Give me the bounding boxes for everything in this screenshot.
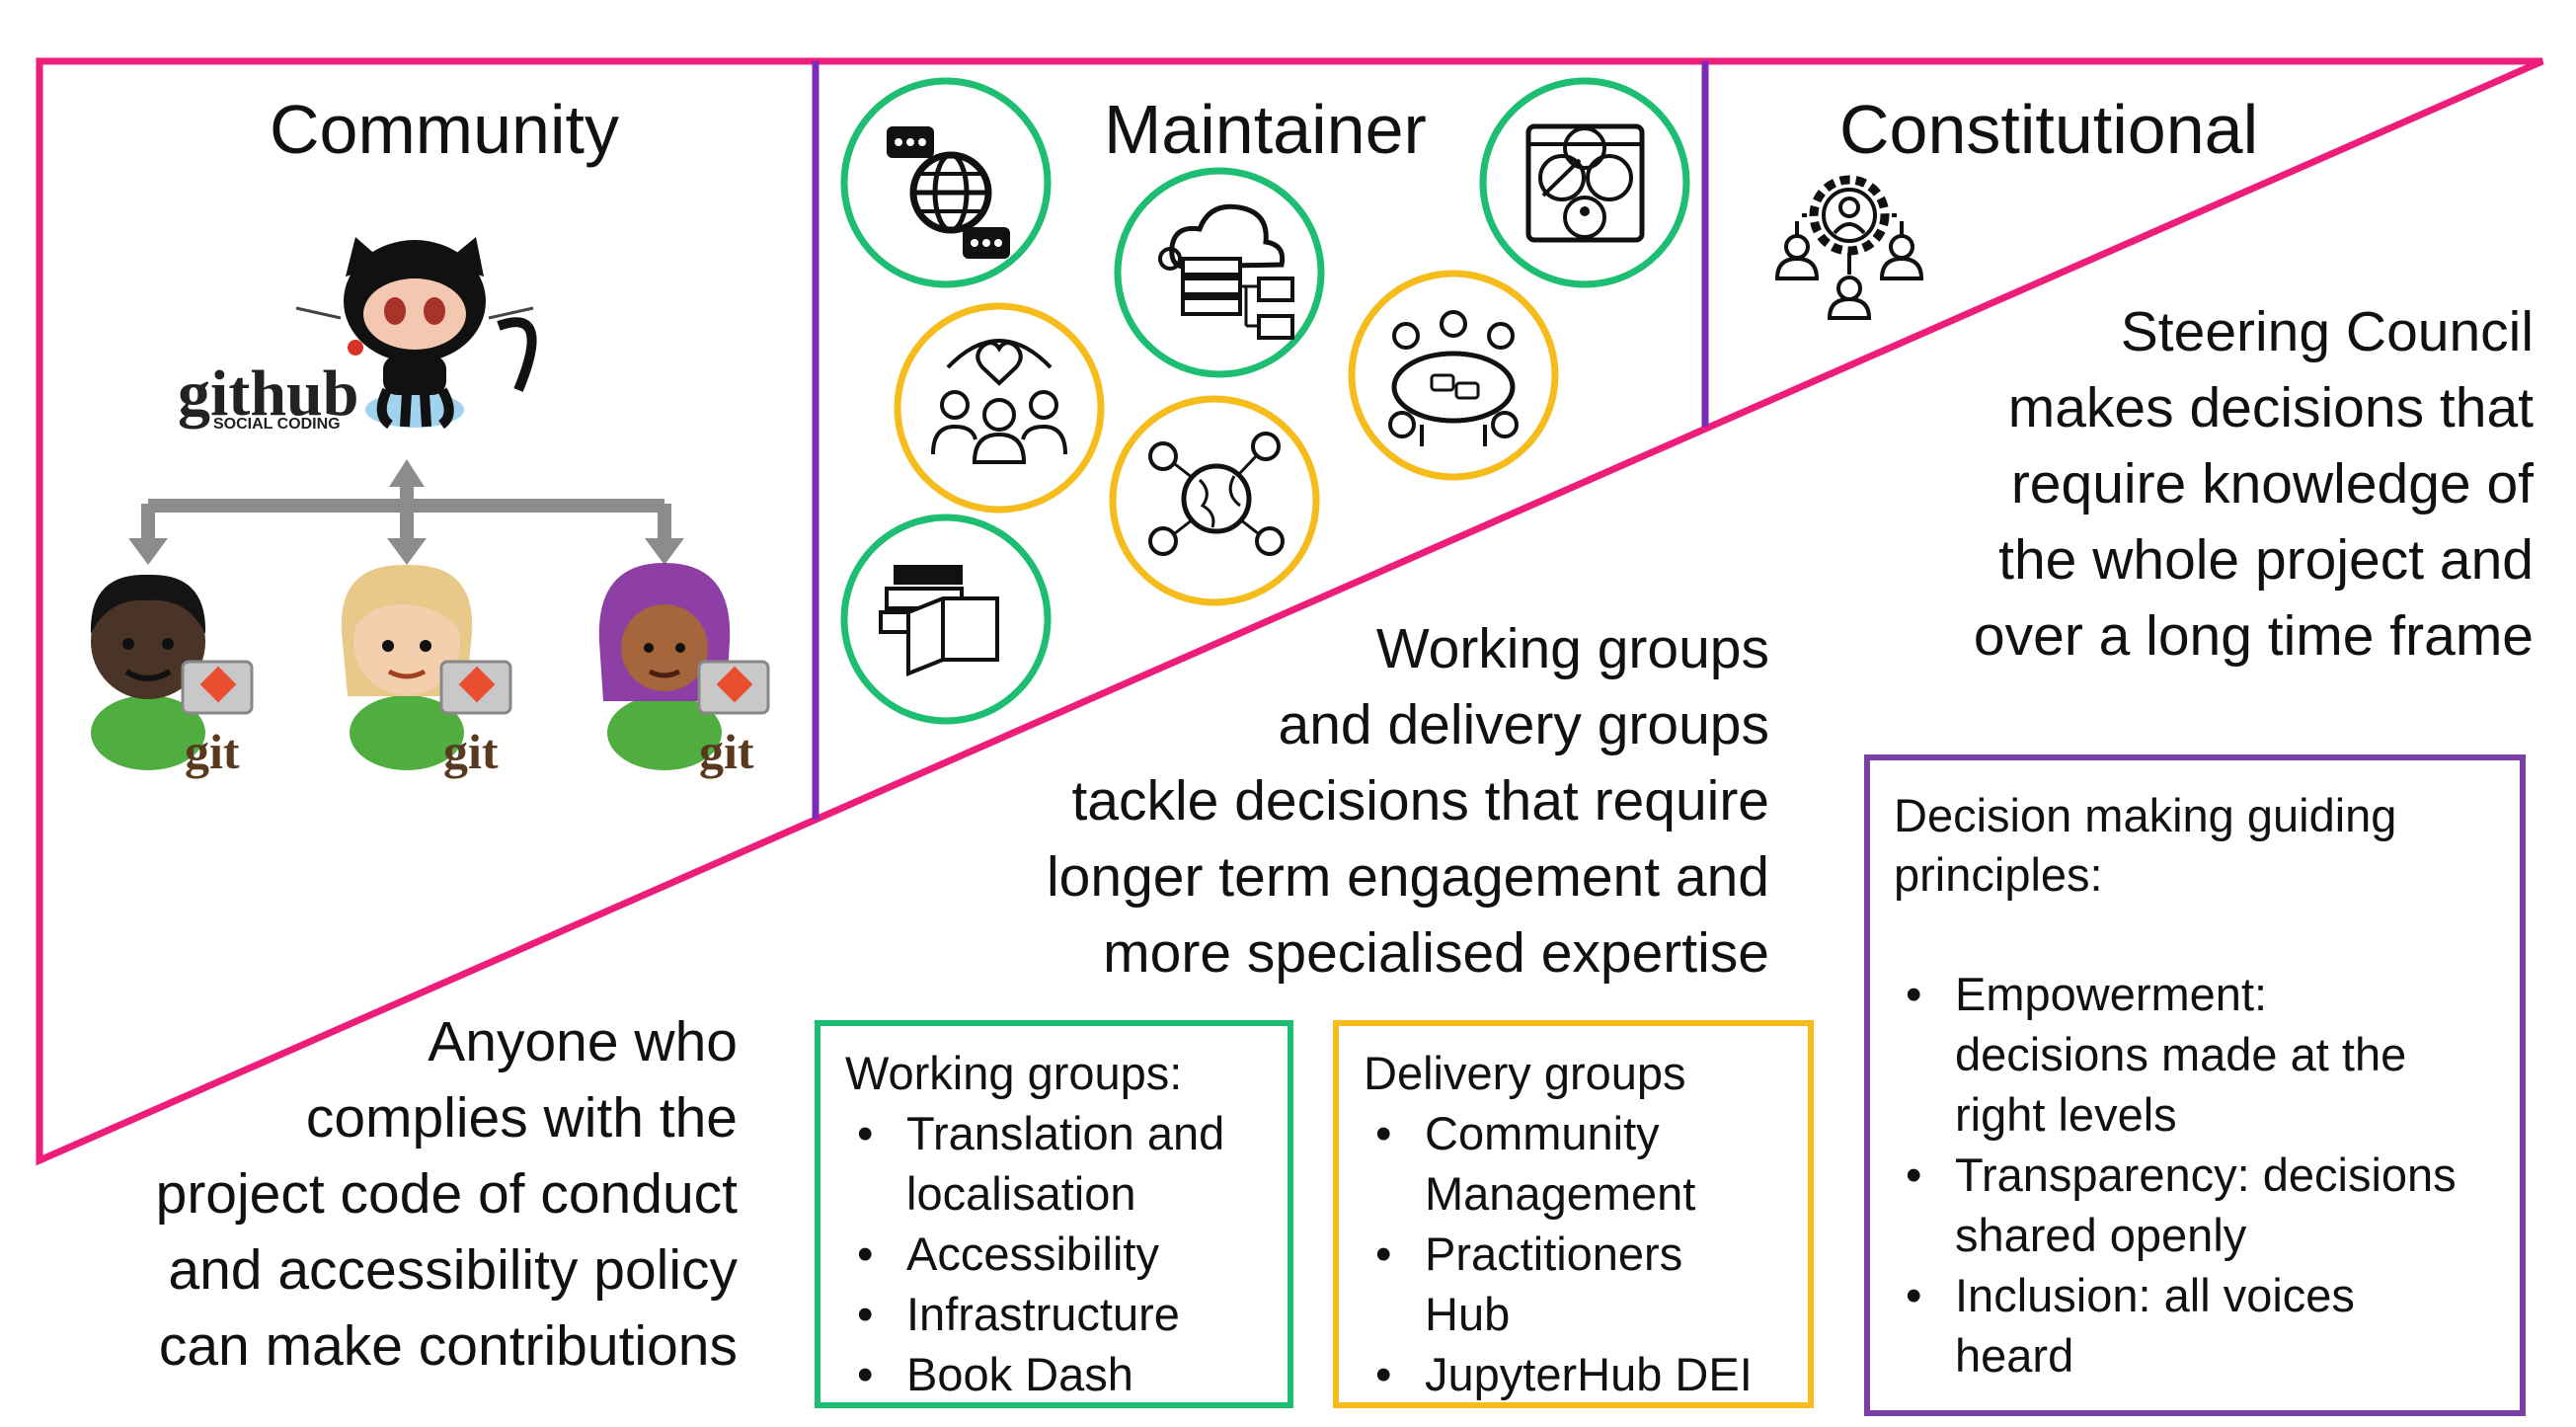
list-item: Infrastructure <box>845 1284 1288 1344</box>
list-item: Practitioners Hub <box>1364 1224 1808 1344</box>
list-item-line: Community <box>1425 1107 1660 1159</box>
github-tagline: SOCIAL CODING <box>213 416 341 433</box>
constitutional-description-line: Steering Council <box>2120 300 2534 363</box>
community-description-line: Anyone who <box>428 1010 738 1073</box>
principles-title: Decision making guiding <box>1894 789 2397 841</box>
community-description-line: and accessibility policy <box>168 1238 738 1302</box>
contributor-2-git: git <box>443 724 499 779</box>
chat-globe-icon <box>840 77 1052 288</box>
community-description-line: complies with the <box>305 1086 738 1150</box>
list-item-line: Inclusion: all voices <box>1955 1269 2355 1321</box>
working-groups-box: Working groups: Translation and localisa… <box>815 1020 1293 1408</box>
list-item: Book Dash <box>845 1344 1288 1404</box>
contributor-2 <box>341 564 512 770</box>
list-item-line: Management <box>1425 1167 1696 1220</box>
community-description: Anyone who complies with the project cod… <box>156 1004 738 1385</box>
contributor-1-git: git <box>185 724 240 779</box>
list-item-line: Practitioners <box>1425 1228 1683 1280</box>
constitutional-description: Steering Council makes decisions that re… <box>1974 294 2534 674</box>
list-item-line: right levels <box>1955 1088 2177 1141</box>
principles-title: principles: <box>1894 848 2103 901</box>
community-title: Community <box>270 91 619 168</box>
list-item-line: Hub <box>1425 1288 1511 1340</box>
maintainer-title: Maintainer <box>1104 91 1427 168</box>
governance-gear-people-icon <box>1774 175 1924 320</box>
governance-triangle <box>36 57 2544 1166</box>
list-item: JupyterHub DEI <box>1364 1344 1808 1404</box>
constitutional-description-line: makes decisions that <box>2007 376 2534 439</box>
cloud-server-icon <box>1114 167 1325 378</box>
working-groups-title: Working groups: <box>845 1047 1183 1099</box>
list-item: Transparency: decisions shared openly <box>1894 1145 2520 1265</box>
community-heart-icon <box>894 302 1105 514</box>
github-logo <box>295 237 537 430</box>
list-item: Accessibility <box>845 1224 1288 1284</box>
list-item: Translation and localisation <box>845 1103 1288 1224</box>
principles-box: Decision making guiding principles: Empo… <box>1864 754 2526 1416</box>
fork-arrows <box>128 459 684 565</box>
constitutional-description-line: over a long time frame <box>1973 604 2534 668</box>
delivery-groups-list: Community Management Practitioners Hub J… <box>1364 1103 1808 1404</box>
constitutional-title: Constitutional <box>1839 91 2259 168</box>
maintainer-description: Working groups and delivery groups tackl… <box>1047 611 1769 991</box>
list-item-line: heard <box>1955 1329 2074 1382</box>
maintainer-description-line: Working groups <box>1375 617 1769 680</box>
maintainer-description-line: longer term engagement and <box>1047 845 1769 909</box>
community-description-line: can make contributions <box>158 1314 738 1378</box>
books-icon <box>840 514 1052 725</box>
list-item-line: Infrastructure <box>906 1288 1180 1340</box>
delivery-groups-box: Delivery groups Community Management Pra… <box>1333 1020 1814 1408</box>
list-item: Community Management <box>1364 1103 1808 1224</box>
contributor-3 <box>598 563 770 770</box>
accessibility-icon <box>1479 77 1690 288</box>
maintainer-description-line: tackle decisions that require <box>1071 769 1769 832</box>
constitutional-description-line: require knowledge of <box>2010 452 2534 515</box>
list-item-line: decisions made at the <box>1955 1028 2407 1080</box>
list-item-line: Accessibility <box>906 1228 1159 1280</box>
github-wordmark: github <box>178 357 358 430</box>
list-item-line: Empowerment: <box>1955 968 2268 1020</box>
maintainer-description-line: and delivery groups <box>1278 693 1769 756</box>
list-item-line: JupyterHub DEI <box>1425 1348 1753 1400</box>
community-description-line: project code of conduct <box>155 1162 738 1226</box>
list-item: Inclusion: all voices heard <box>1894 1265 2520 1386</box>
contributor-3-git: git <box>699 724 754 779</box>
delivery-groups-title: Delivery groups <box>1364 1047 1686 1099</box>
meeting-table-icon <box>1348 270 1559 481</box>
list-item-line: Transparency: decisions <box>1955 1149 2457 1201</box>
constitutional-description-line: the whole project and <box>1998 528 2534 592</box>
principles-list: Empowerment: decisions made at the right… <box>1894 964 2520 1386</box>
list-item-line: Book Dash <box>906 1348 1133 1400</box>
maintainer-description-line: more specialised expertise <box>1103 921 1769 985</box>
list-item-line: shared openly <box>1955 1209 2247 1261</box>
list-item: Empowerment: decisions made at the right… <box>1894 964 2520 1145</box>
list-item-line: Translation and <box>906 1107 1225 1159</box>
global-network-icon <box>1109 395 1320 606</box>
list-item-line: localisation <box>906 1167 1136 1220</box>
working-groups-list: Translation and localisation Accessibili… <box>845 1103 1288 1404</box>
contributor-1 <box>90 574 254 770</box>
